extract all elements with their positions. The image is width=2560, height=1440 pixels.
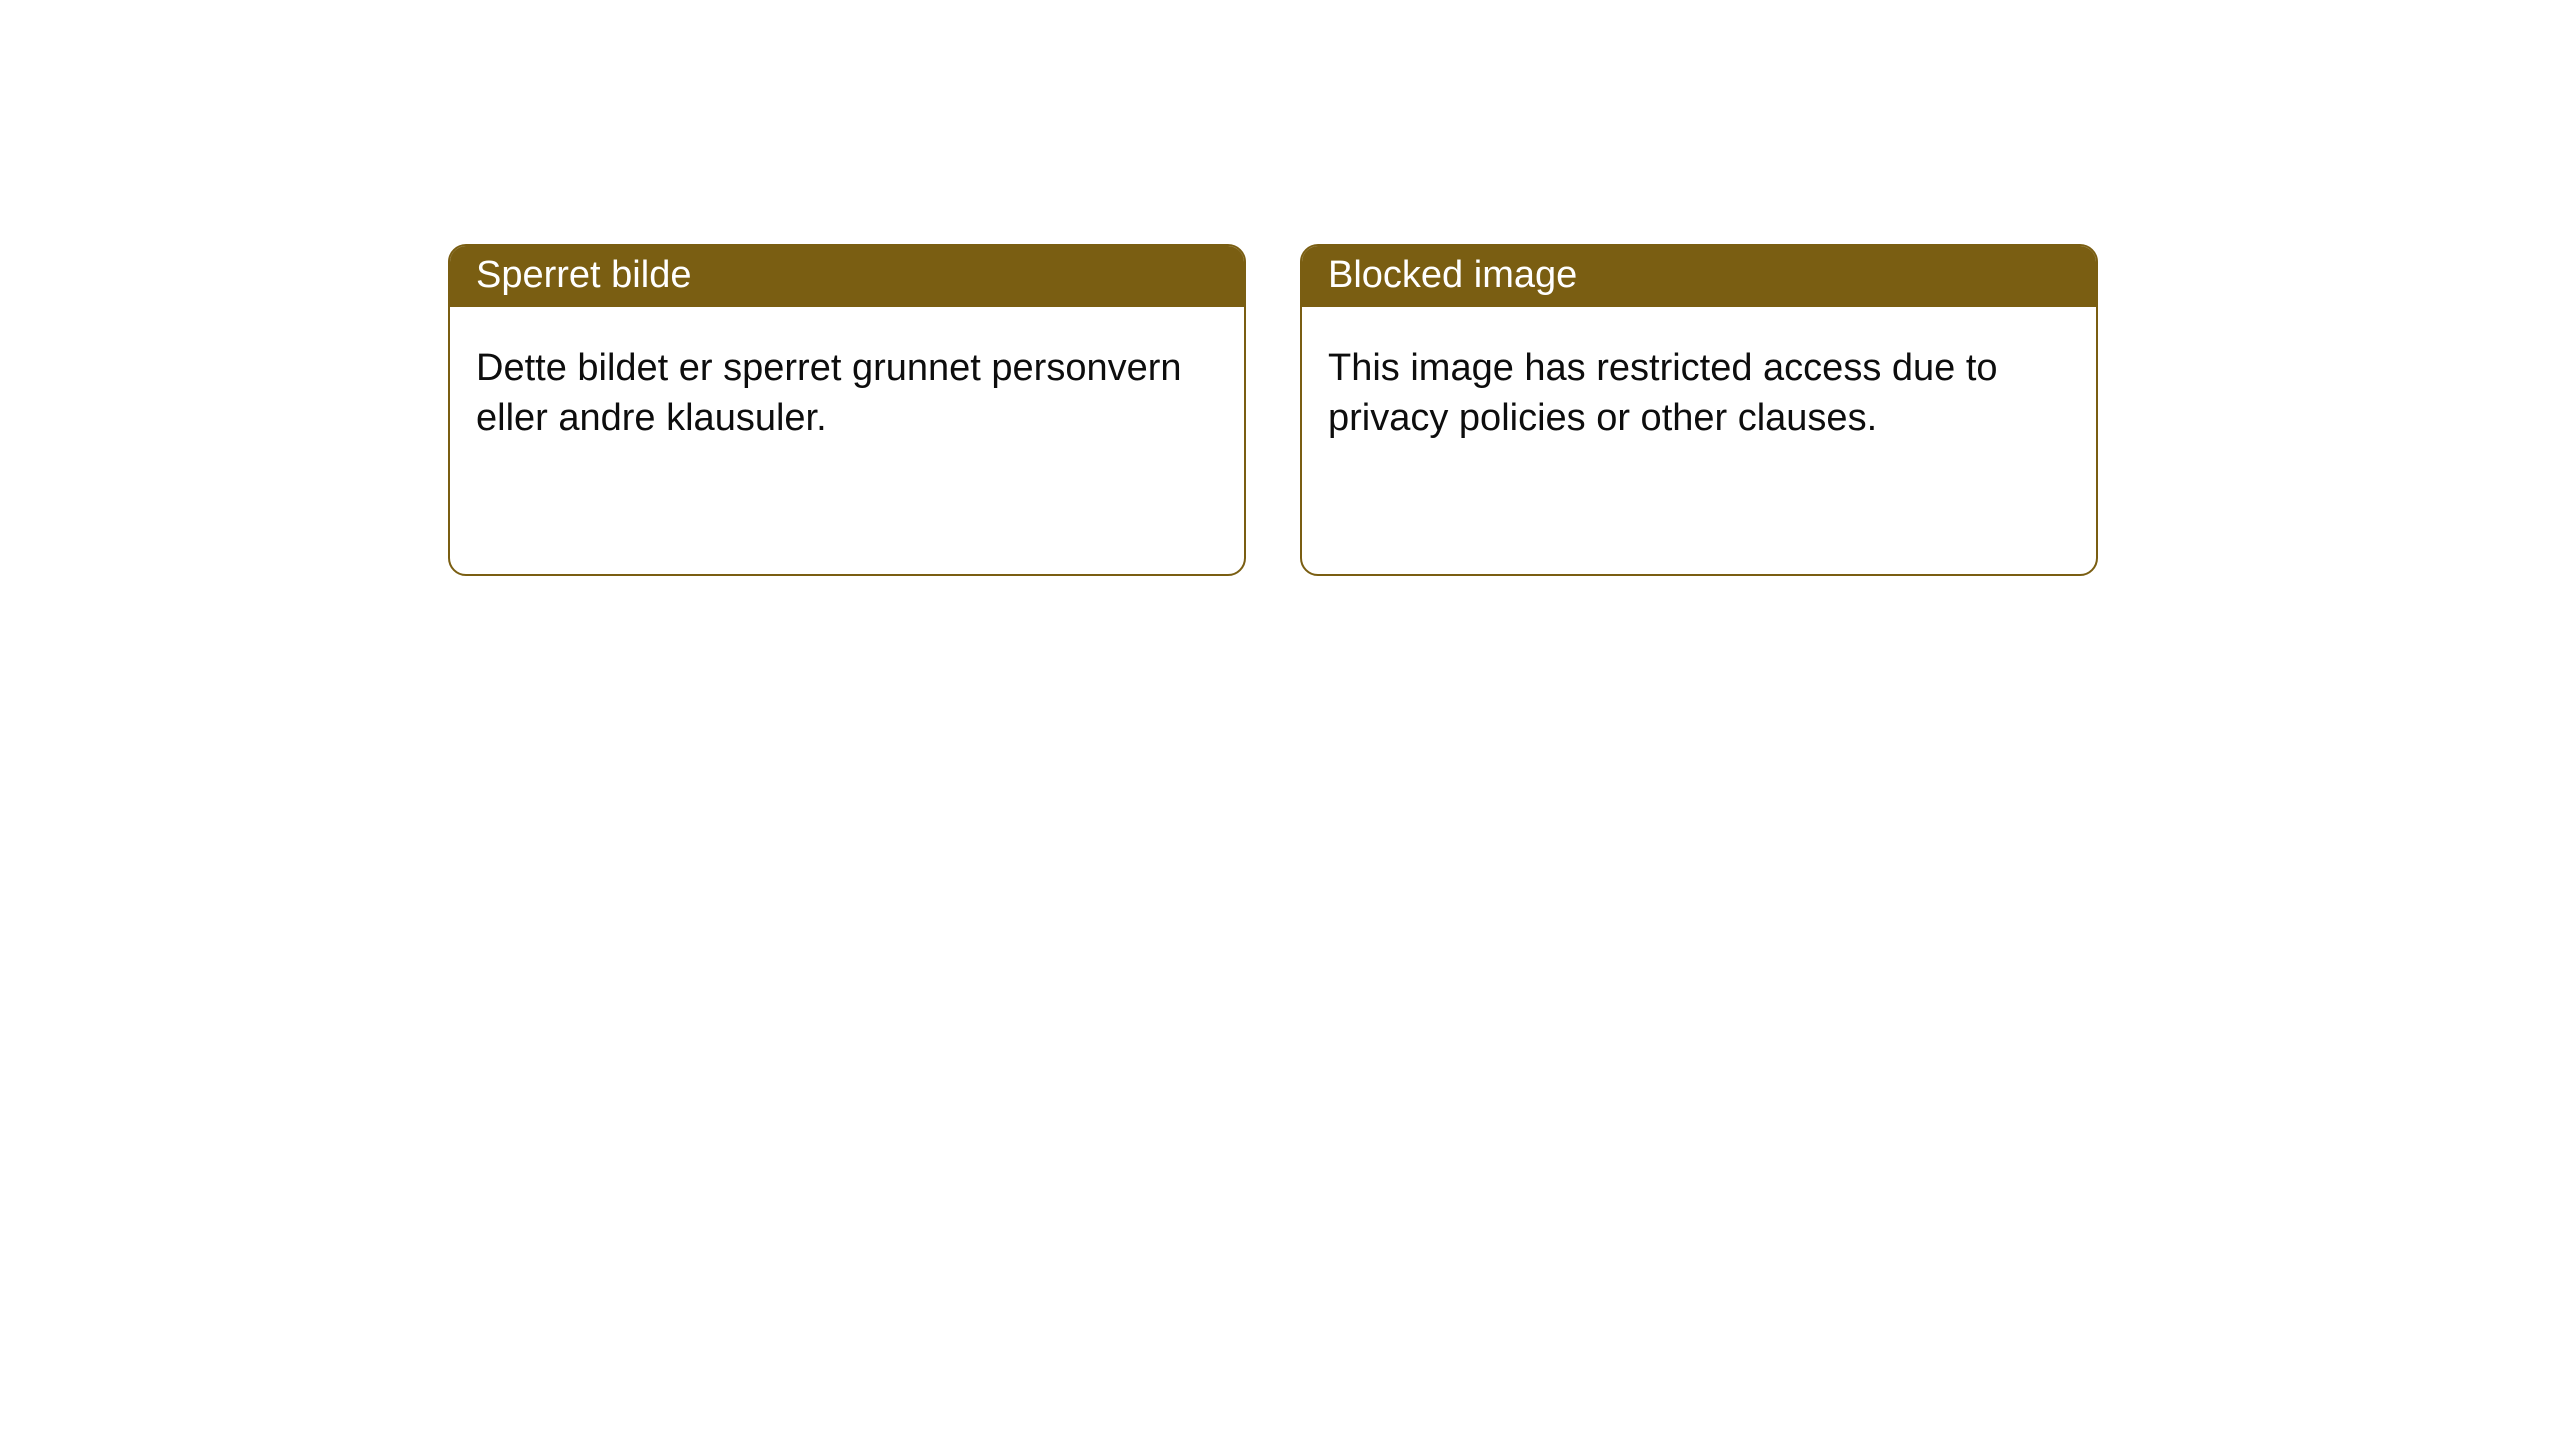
card-header-en: Blocked image [1302, 246, 2096, 307]
notice-container: Sperret bilde Dette bildet er sperret gr… [0, 0, 2560, 576]
blocked-image-card-no: Sperret bilde Dette bildet er sperret gr… [448, 244, 1246, 576]
card-body-no: Dette bildet er sperret grunnet personve… [450, 307, 1244, 463]
blocked-image-card-en: Blocked image This image has restricted … [1300, 244, 2098, 576]
card-body-en: This image has restricted access due to … [1302, 307, 2096, 463]
card-header-no: Sperret bilde [450, 246, 1244, 307]
